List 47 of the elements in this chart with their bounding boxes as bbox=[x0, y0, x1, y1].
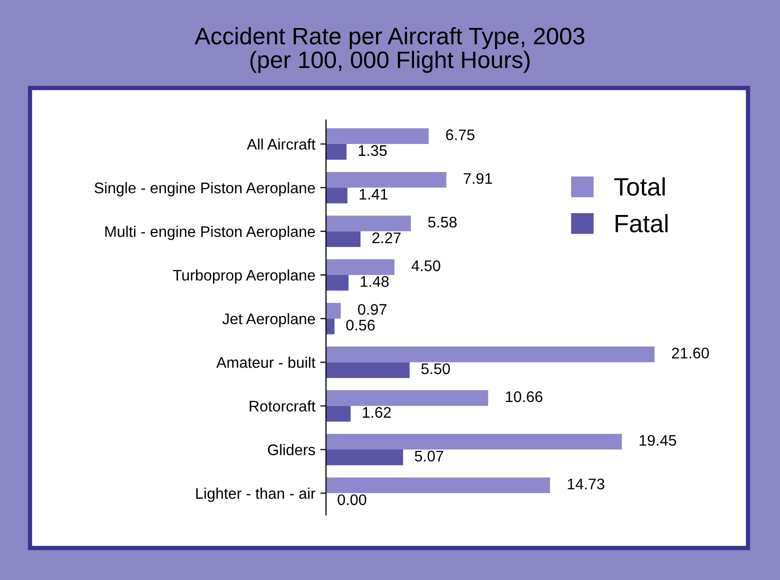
y-tick-label: All Aircraft bbox=[246, 138, 316, 150]
data-label: 5.07 bbox=[414, 450, 444, 462]
data-label: 6.75 bbox=[446, 129, 474, 140]
bar bbox=[326, 188, 348, 204]
bar bbox=[326, 128, 429, 144]
y-tick-label: Multi - engine Piston Aeroplane bbox=[105, 226, 315, 240]
data-label: 1.62 bbox=[362, 407, 391, 418]
bar bbox=[326, 450, 404, 466]
bar bbox=[326, 302, 341, 319]
data-label: 4.50 bbox=[411, 260, 440, 272]
y-tick-label: Jet Aeroplane bbox=[222, 313, 315, 328]
data-label: 2.27 bbox=[372, 232, 401, 244]
bar bbox=[326, 318, 335, 334]
bar bbox=[326, 172, 446, 188]
data-label: 1.41 bbox=[360, 188, 388, 200]
y-tick-label: Gliders bbox=[268, 444, 316, 456]
y-tick-label: Rotorcraft bbox=[250, 400, 316, 412]
data-label: 0.00 bbox=[338, 494, 366, 506]
bar bbox=[326, 144, 347, 160]
data-label: 7.91 bbox=[464, 173, 492, 184]
legend-label: Fatal bbox=[616, 214, 668, 232]
data-label: 14.73 bbox=[568, 478, 604, 490]
data-label: 19.45 bbox=[640, 434, 676, 446]
data-label: 10.66 bbox=[506, 391, 542, 402]
bar bbox=[326, 406, 351, 422]
bar bbox=[326, 477, 550, 494]
legend-label: Total bbox=[614, 177, 665, 196]
data-label: 1.35 bbox=[358, 145, 387, 156]
data-label: 5.58 bbox=[428, 216, 457, 228]
y-tick-label: Single - engine Piston Aeroplane bbox=[94, 182, 315, 196]
data-label: 5.50 bbox=[421, 363, 450, 374]
chart-title: Accident Rate per Aircraft Type, 2003 (per 100, 000 Flight Hours) bbox=[194, 27, 584, 73]
bar bbox=[326, 362, 410, 378]
data-label: 0.97 bbox=[358, 304, 386, 315]
bar bbox=[326, 346, 655, 362]
bar bbox=[326, 259, 394, 275]
y-tick-label: Amateur - built bbox=[216, 356, 316, 368]
bar bbox=[326, 274, 349, 291]
data-label: 0.56 bbox=[346, 320, 375, 331]
bar bbox=[326, 434, 622, 450]
bar bbox=[326, 390, 488, 406]
y-tick-label: Lighter - than - air bbox=[196, 488, 316, 502]
bar bbox=[326, 231, 361, 248]
y-tick-label: Turboprop Aeroplane bbox=[172, 269, 315, 284]
bar bbox=[326, 216, 411, 232]
data-label: 21.60 bbox=[672, 348, 709, 358]
data-label: 1.48 bbox=[360, 276, 389, 287]
